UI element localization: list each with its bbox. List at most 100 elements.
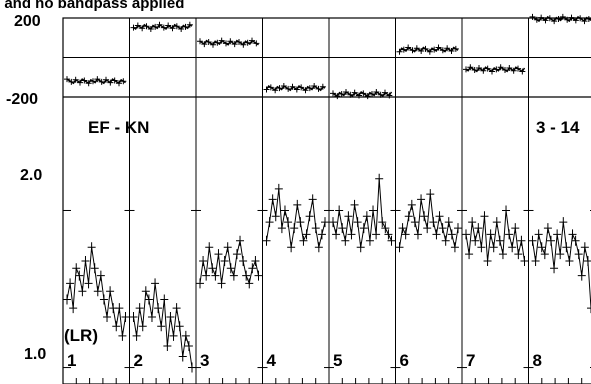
channel-label-4: 4: [267, 351, 277, 370]
amp-point-ch6: [429, 217, 437, 227]
amp-point-ch2: [151, 278, 159, 288]
amp-point-ch3: [205, 242, 213, 252]
amp-point-ch5: [332, 229, 340, 239]
amp-point-ch3: [196, 278, 204, 288]
amp-point-ch4: [272, 211, 280, 221]
channel-label-3: 3: [200, 351, 209, 370]
chart-title: l and no bandpass applied: [0, 0, 184, 12]
amp-point-ch1: [66, 278, 74, 288]
amp-point-ch5: [347, 229, 355, 239]
amp-point-ch7: [508, 242, 516, 252]
amp-point-ch4: [287, 242, 295, 252]
amp-point-ch8: [562, 242, 570, 252]
amp-point-ch1: [63, 295, 71, 305]
amp-point-ch4: [321, 217, 329, 227]
plot-frame: [63, 18, 591, 384]
amp-point-ch7: [499, 249, 507, 259]
amp-point-ch2: [163, 341, 171, 351]
amp-point-ch1: [122, 312, 130, 322]
amp-point-ch7: [514, 249, 522, 259]
amp-point-ch5: [360, 223, 368, 233]
amp-point-ch7: [484, 256, 492, 266]
amp-point-ch8: [556, 249, 564, 259]
amp-point-ch7: [487, 229, 495, 239]
amp-point-ch1: [78, 286, 86, 296]
amp-point-ch7: [517, 236, 525, 246]
polarization-label: (LR): [64, 326, 98, 345]
amp-point-ch2: [136, 303, 144, 313]
amp-point-ch4: [296, 217, 304, 227]
amp-point-ch8: [529, 236, 537, 246]
amp-point-ch2: [173, 303, 181, 313]
channel-labels: 12345678: [67, 351, 542, 370]
amp-point-ch8: [565, 256, 573, 266]
amp-point-ch1: [103, 312, 111, 322]
amp-point-ch8: [553, 229, 561, 239]
amp-point-ch3: [218, 278, 226, 288]
amp-point-ch6: [451, 242, 459, 252]
amp-point-ch7: [480, 211, 488, 221]
amp-point-ch6: [439, 223, 447, 233]
amp-point-ch5: [363, 211, 371, 221]
amp-point-ch2: [130, 312, 138, 322]
amp-point-ch5: [375, 174, 383, 184]
amp-point-ch1: [81, 256, 89, 266]
amp-point-ch5: [354, 217, 362, 227]
amp-point-ch1: [88, 242, 96, 252]
amp-point-ch1: [106, 286, 114, 296]
amp-point-ch5: [357, 242, 365, 252]
amp-point-ch6: [454, 223, 462, 233]
channel-label-1: 1: [67, 351, 76, 370]
amp-point-ch5: [335, 205, 343, 215]
amp-point-ch8: [584, 256, 591, 266]
amp-point-ch3: [199, 256, 207, 266]
amp-point-ch1: [94, 286, 102, 296]
amp-point-ch3: [224, 242, 232, 252]
amp-series: [63, 174, 591, 373]
baseline-label: EF - KN: [88, 118, 149, 137]
amp-point-ch2: [166, 312, 174, 322]
amp-point-ch4: [315, 242, 323, 252]
amp-point-ch5: [341, 236, 349, 246]
amp-point-ch2: [188, 363, 196, 373]
amp-point-ch6: [442, 236, 450, 246]
amp-point-ch8: [559, 217, 567, 227]
amp-point-ch3: [202, 271, 210, 281]
amp-point-ch8: [578, 271, 586, 281]
amp-point-ch6: [445, 217, 453, 227]
amp-point-ch8: [544, 223, 552, 233]
amp-line-ch5: [333, 179, 392, 247]
amp-point-ch4: [293, 200, 301, 210]
amp-point-ch3: [214, 249, 222, 259]
amp-point-ch6: [408, 200, 416, 210]
amp-point-ch8: [532, 256, 540, 266]
amp-point-ch4: [266, 217, 274, 227]
amp-point-ch4: [318, 229, 326, 239]
amp-point-ch8: [535, 229, 543, 239]
amp-tick-label-2: 2.0: [20, 167, 42, 184]
amp-point-ch6: [411, 217, 419, 227]
amp-point-ch1: [91, 263, 99, 273]
channel-label-8: 8: [533, 351, 542, 370]
amp-point-ch8: [547, 236, 555, 246]
amp-point-ch2: [154, 303, 162, 313]
amp-point-ch6: [426, 189, 434, 199]
amp-point-ch6: [405, 211, 413, 221]
phase-tick-label-bottom: -200: [6, 91, 38, 108]
amp-point-ch7: [505, 229, 513, 239]
amp-point-ch7: [477, 242, 485, 252]
panel-frames: [63, 18, 591, 384]
amp-point-ch4: [281, 205, 289, 215]
amp-point-ch6: [423, 223, 431, 233]
channel-label-7: 7: [466, 351, 475, 370]
amp-point-ch4: [306, 211, 314, 221]
amp-point-ch8: [550, 263, 558, 273]
amp-point-ch4: [284, 217, 292, 227]
channel-label-5: 5: [333, 351, 342, 370]
amp-point-ch2: [179, 351, 187, 361]
amp-point-ch7: [462, 229, 470, 239]
amp-line-ch8: [533, 222, 591, 308]
amp-point-ch8: [581, 242, 589, 252]
amp-point-ch2: [182, 331, 190, 341]
